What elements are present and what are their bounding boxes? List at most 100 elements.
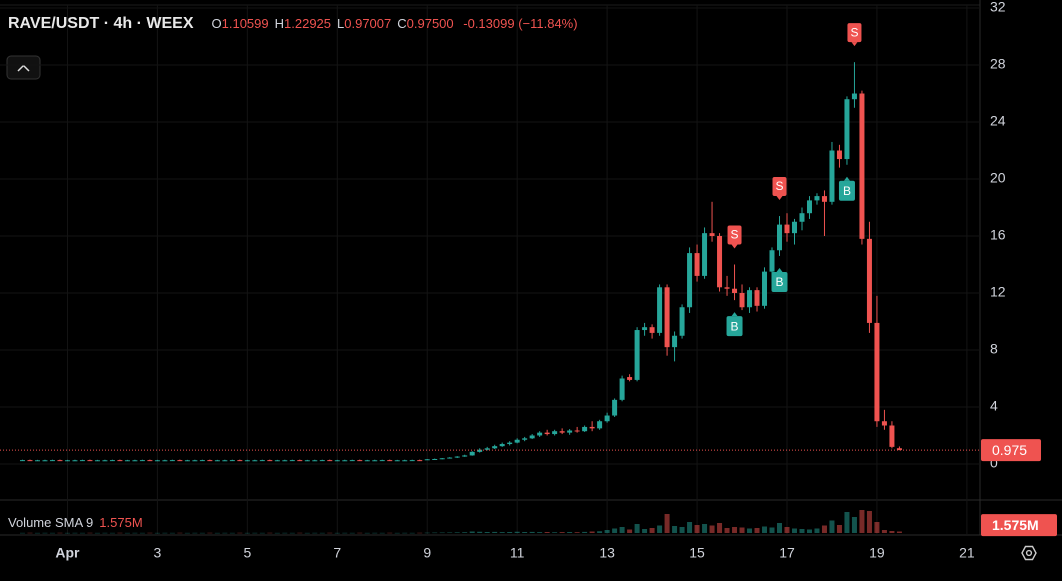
volume-bar (806, 529, 812, 533)
signal-marker: B (838, 176, 855, 201)
candle-body (537, 432, 543, 436)
candle-body (821, 196, 827, 202)
volume-bar (79, 532, 85, 534)
candle-body (724, 287, 730, 289)
volume-bar (859, 510, 865, 533)
volume-bar (507, 532, 513, 533)
settings-icon[interactable] (1021, 545, 1037, 561)
candle-body (529, 435, 535, 439)
volume-bar (139, 532, 145, 534)
candle-body (417, 460, 423, 462)
last-price-badge (981, 439, 1041, 462)
candle-body (777, 224, 783, 251)
signal-pointer (776, 196, 783, 201)
volume-bar (49, 532, 55, 534)
volume-bar (312, 532, 318, 534)
signal-label: S (731, 228, 739, 242)
volume-bar (372, 532, 378, 534)
candles (19, 62, 902, 462)
candle-body (387, 460, 393, 462)
x-tick-label: Apr (55, 545, 80, 561)
volume-bar (499, 532, 505, 533)
volume-bar (349, 532, 355, 534)
candle-body (567, 430, 573, 433)
volume-bar (267, 532, 273, 534)
volume-bar (784, 527, 790, 533)
volume-bar (709, 525, 715, 533)
volume-bar (214, 532, 220, 534)
signal-marker: B (771, 267, 788, 292)
candle-body (604, 415, 610, 422)
candle-body (732, 288, 738, 293)
candle-body (522, 438, 528, 440)
candle-body (357, 460, 363, 462)
candle-body (469, 451, 475, 456)
volume-bar (327, 532, 333, 534)
candle-body (559, 431, 565, 433)
volume-bar (642, 529, 648, 533)
y-tick-label: 32 (990, 0, 1006, 15)
volume-bar (162, 532, 168, 534)
candle-body (282, 460, 288, 462)
volume-bar (889, 531, 895, 533)
candle-body (889, 425, 895, 447)
candle-body (102, 460, 108, 462)
volume-bar (814, 528, 820, 533)
volume-bar (567, 532, 573, 533)
volume-bar (672, 526, 678, 533)
volume-bar (357, 532, 363, 534)
x-tick-label: 5 (243, 545, 251, 561)
settings-icon-center[interactable] (1025, 549, 1033, 557)
volume-bar (259, 532, 265, 534)
candle-body (844, 99, 850, 160)
candle-body (319, 460, 325, 462)
candle-body (364, 460, 370, 462)
signal-label: B (775, 275, 783, 289)
volume-bar (222, 532, 228, 534)
volume-bar (439, 532, 445, 534)
candle-body (649, 327, 655, 333)
candle-body (42, 460, 48, 462)
candle-body (664, 287, 670, 348)
candle-body (57, 460, 63, 462)
volume-bar (627, 529, 633, 533)
volume-bar (169, 532, 175, 534)
volume-bar (844, 512, 850, 533)
y-tick-label: 0 (990, 455, 998, 471)
volume-bar (537, 532, 543, 533)
candle-body (177, 460, 183, 462)
x-tick-label: 7 (333, 545, 341, 561)
settings-button[interactable] (1021, 545, 1037, 561)
collapse-button[interactable] (6, 55, 41, 80)
volume-bar (34, 532, 40, 534)
signal-badge (727, 225, 742, 245)
candle-body (762, 271, 768, 306)
candle-body (94, 460, 100, 462)
volume-bar (147, 532, 153, 534)
volume-bar (687, 522, 693, 533)
volume-bar (836, 525, 842, 533)
candle-body (627, 377, 633, 380)
grid (0, 5, 980, 535)
volume-bar (289, 532, 295, 534)
candle-body (492, 446, 498, 449)
volume-bar (597, 531, 603, 533)
candle-body (169, 460, 175, 462)
candle-body (237, 460, 243, 462)
volume-bar (552, 532, 558, 533)
candle-body (304, 460, 310, 462)
symbol-title: RAVE/USDT · 4h · WEEX (8, 15, 194, 32)
volume-bar (282, 532, 288, 534)
volume-bar (874, 522, 880, 533)
ohlc-key: C (397, 16, 407, 31)
volume-bar (777, 523, 783, 533)
collapse-button-frame[interactable] (6, 55, 41, 80)
volume-legend: Volume SMA 9 1.575M (8, 515, 143, 530)
signal-label: B (731, 319, 739, 333)
volume-bar (747, 528, 753, 533)
volume-bar (402, 532, 408, 534)
candle-body (327, 460, 333, 462)
volume-bar (342, 532, 348, 534)
volume-bar (589, 531, 595, 533)
candle-body (484, 448, 490, 450)
